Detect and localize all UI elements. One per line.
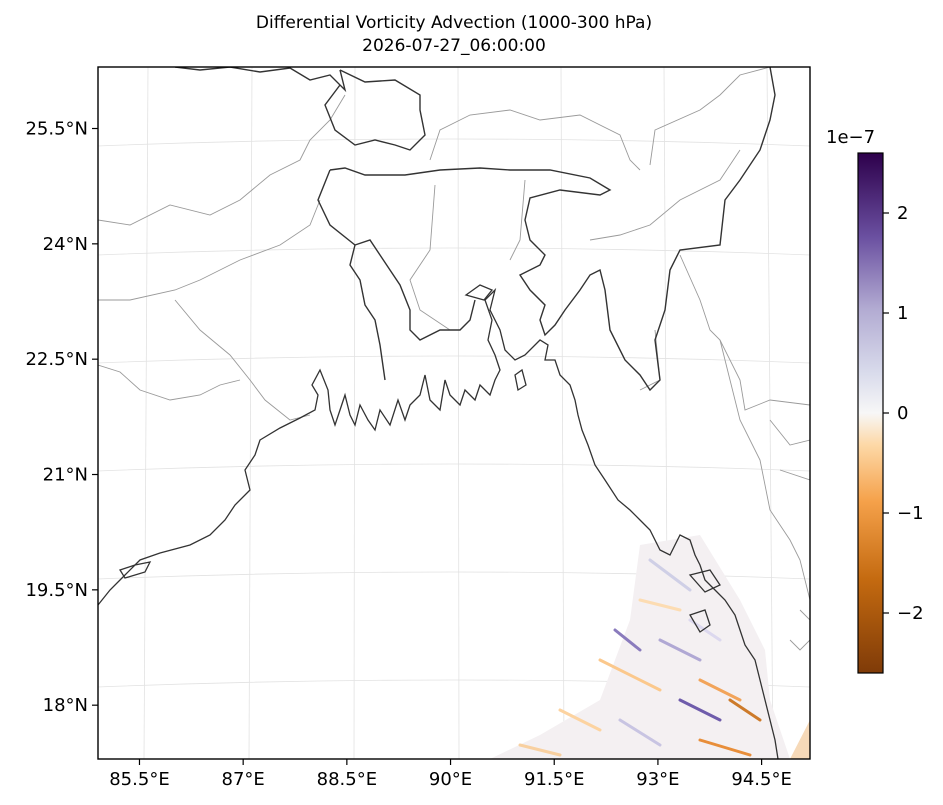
boundary-line bbox=[679, 254, 810, 411]
boundary-line bbox=[789, 609, 810, 651]
colorbar-tick-label: −1 bbox=[897, 503, 924, 524]
gridline-lon-90 bbox=[457, 67, 460, 759]
gridline-lat-22.5 bbox=[98, 355, 810, 364]
x-tick-label: 94.5°E bbox=[731, 769, 791, 790]
coastline bbox=[98, 284, 779, 759]
boundary-line bbox=[649, 67, 771, 166]
x-tick-label: 85.5°E bbox=[109, 769, 169, 790]
boundary-line bbox=[98, 199, 321, 301]
boundary-line bbox=[719, 339, 810, 601]
island-outline bbox=[514, 368, 527, 392]
border-line bbox=[329, 67, 776, 392]
colorbar bbox=[857, 152, 884, 674]
y-tick-label: 22.5°N bbox=[25, 349, 88, 370]
boundary-line bbox=[589, 149, 741, 241]
y-tick-label: 25.5°N bbox=[25, 119, 88, 140]
gridline-lon-87 bbox=[248, 67, 253, 759]
boundary-line bbox=[174, 299, 311, 421]
gridline-lon-91.5 bbox=[560, 67, 565, 759]
gridline-lat-21 bbox=[98, 463, 810, 472]
chart-title: Differential Vorticity Advection (1000-3… bbox=[255, 13, 653, 33]
colorbar-tick-label: −2 bbox=[897, 603, 924, 624]
boundary-line bbox=[509, 179, 526, 261]
border-line bbox=[349, 244, 386, 381]
border-line bbox=[174, 67, 347, 93]
colorbar-exponent-label: 1e−7 bbox=[826, 127, 876, 148]
x-tick-label: 87°E bbox=[222, 769, 265, 790]
boundary-line bbox=[769, 419, 810, 481]
y-tick-label: 18°N bbox=[43, 695, 88, 716]
colorbar-tick-label: 0 bbox=[897, 403, 908, 424]
island-outline bbox=[464, 284, 494, 301]
state-boundaries bbox=[98, 67, 810, 651]
y-tick-label: 24°N bbox=[43, 234, 88, 255]
graticule bbox=[98, 67, 810, 759]
coast-line bbox=[98, 287, 779, 759]
y-axis: 25.5°N 24°N 22.5°N 21°N 19.5°N 18°N bbox=[25, 119, 98, 716]
gridline-lat-25.5 bbox=[98, 138, 810, 147]
colorbar-ticks: 2 1 0 −1 −2 bbox=[883, 203, 924, 624]
island-outline bbox=[119, 561, 152, 579]
island-outline bbox=[689, 609, 711, 633]
gridline-lon-94.5 bbox=[766, 67, 774, 759]
x-tick-label: 88.5°E bbox=[317, 769, 377, 790]
border-line bbox=[317, 169, 476, 341]
gridline-lon-88.5 bbox=[353, 67, 356, 759]
boundary-line bbox=[98, 94, 346, 226]
vorticity-field bbox=[490, 535, 810, 759]
island-outline bbox=[688, 569, 721, 593]
colorbar-tick-label: 1 bbox=[897, 303, 908, 324]
y-tick-label: 21°N bbox=[43, 465, 88, 486]
y-tick-label: 19.5°N bbox=[25, 580, 88, 601]
plot-frame bbox=[97, 66, 811, 760]
colorbar-tick-label: 2 bbox=[897, 203, 908, 224]
border-line bbox=[324, 69, 426, 151]
x-axis: 85.5°E 87°E 88.5°E 90°E 91.5°E 93°E 94.5°E bbox=[109, 759, 792, 790]
national-borders bbox=[174, 67, 776, 392]
boundary-line bbox=[98, 364, 241, 401]
x-tick-label: 90°E bbox=[429, 769, 472, 790]
chart-subtitle: 2026-07-27_06:00:00 bbox=[362, 36, 546, 56]
x-tick-label: 93°E bbox=[636, 769, 679, 790]
boundary-line bbox=[429, 109, 641, 171]
gridline-lon-85.5 bbox=[143, 67, 149, 759]
gridline-lat-24 bbox=[98, 247, 810, 256]
x-tick-label: 91.5°E bbox=[524, 769, 584, 790]
boundary-line bbox=[409, 184, 451, 331]
